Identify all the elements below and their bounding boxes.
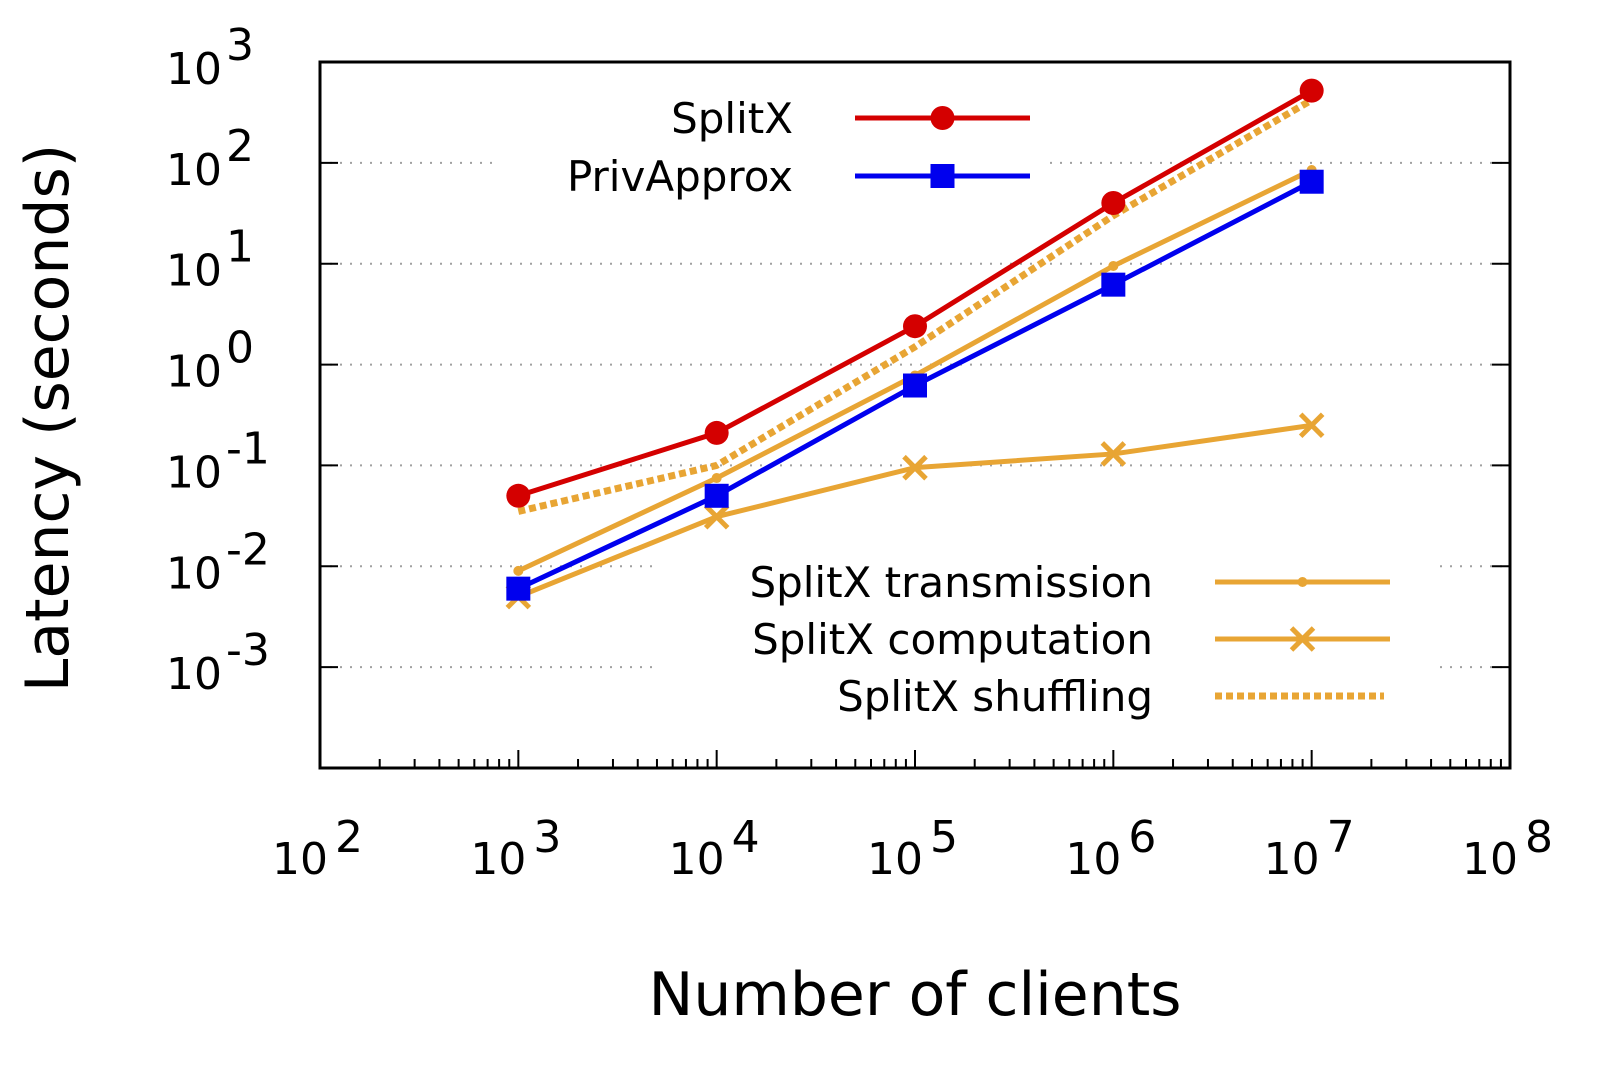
series-line-splitx-transmission: [517, 167, 1313, 574]
legend-marker-privapprox: [930, 164, 955, 188]
y-tick-exponent: -1: [226, 423, 270, 474]
y-tick-exponent: 3: [226, 20, 254, 71]
x-tick-exponent: 5: [930, 812, 958, 863]
x-tick-exponent: 8: [1525, 812, 1553, 863]
x-tick-exponent: 6: [1128, 812, 1156, 863]
legend-label-splitx: SplitX: [671, 94, 793, 143]
data-point-splitx-transmission-3: [1108, 260, 1119, 271]
data-point-privapprox-4: [1299, 169, 1324, 194]
data-point-privapprox-2: [903, 373, 927, 398]
data-point-splitx-computation-3-stroke-b: [1100, 441, 1127, 467]
data-point-splitx-transmission-1: [711, 473, 722, 484]
y-tick-exponent: -2: [226, 524, 270, 575]
y-tick-label: 10: [166, 347, 222, 398]
y-axis-title: Latency (seconds): [13, 144, 83, 692]
data-point-splitx-computation-1: [703, 503, 730, 530]
x-axis-title: Number of clients: [648, 960, 1181, 1030]
data-point-privapprox-3: [1101, 272, 1126, 297]
y-tick-label: 10: [166, 44, 222, 95]
data-point-splitx-3: [1101, 190, 1126, 215]
series-line-splitx-shuffling: [517, 96, 1314, 515]
x-tick-label: 10: [1065, 834, 1121, 885]
y-tick-label: 10: [166, 246, 222, 297]
data-point-splitx-computation-2-stroke-b: [902, 454, 928, 481]
x-tick-label: 10: [1462, 834, 1518, 885]
data-point-privapprox-0: [506, 576, 531, 601]
x-tick-label: 10: [867, 834, 923, 885]
legend-label-splitx-shuffling: SplitX shuffling: [837, 672, 1153, 721]
y-tick-label: 10: [166, 548, 222, 599]
x-tick-label: 10: [1264, 834, 1320, 885]
legend-label-privapprox: PrivApprox: [567, 152, 793, 201]
data-point-splitx-computation-1-stroke-b: [703, 503, 730, 530]
y-tick-exponent: 0: [226, 323, 254, 374]
legend-marker-splitx: [930, 106, 955, 130]
data-point-splitx-computation-4-stroke-b: [1298, 412, 1325, 439]
legend-label-splitx-computation: SplitX computation: [752, 615, 1153, 664]
grid-layer: [320, 161, 1510, 669]
data-point-splitx-computation-2: [902, 454, 928, 481]
x-tick-label: 10: [272, 834, 328, 885]
legend-layer: SplitX PrivApprox SplitX transmission Split…: [567, 94, 1390, 721]
data-point-splitx-4: [1299, 78, 1324, 103]
y-tick-exponent: 2: [226, 121, 254, 172]
x-tick-exponent: 3: [533, 812, 561, 863]
data-point-splitx-1: [704, 420, 729, 445]
x-tick-label: 10: [470, 834, 526, 885]
legend-label-splitx-transmission: SplitX transmission: [749, 558, 1153, 607]
legend-marker-splitx-computation-stroke-b: [1289, 626, 1316, 652]
y-tick-label: 10: [166, 145, 222, 196]
legend-marker-splitx-computation: [1289, 626, 1316, 652]
data-point-splitx-computation-3: [1100, 441, 1127, 467]
x-tick-exponent: 7: [1327, 812, 1355, 863]
data-point-splitx-2: [903, 314, 927, 339]
y-tick-label: 10: [166, 447, 222, 498]
y-tick-exponent: -3: [226, 625, 270, 676]
y-tick-exponent: 1: [226, 222, 254, 273]
series-layer: [505, 78, 1325, 610]
legend-marker-splitx-transmission: [1297, 577, 1308, 587]
x-tick-exponent: 2: [335, 812, 363, 863]
data-point-splitx-0: [506, 483, 531, 508]
x-tick-label: 10: [669, 834, 725, 885]
data-point-splitx-transmission-0: [513, 565, 524, 576]
data-point-splitx-computation-4: [1298, 412, 1325, 439]
data-point-privapprox-1: [704, 483, 729, 508]
y-tick-label: 10: [166, 649, 222, 700]
axes-layer: 10 2 10 3 10 4 10 5 10 6 10 7 10 810 -310 -210 -110 010 11…: [166, 20, 1553, 885]
x-tick-exponent: 4: [732, 812, 760, 863]
